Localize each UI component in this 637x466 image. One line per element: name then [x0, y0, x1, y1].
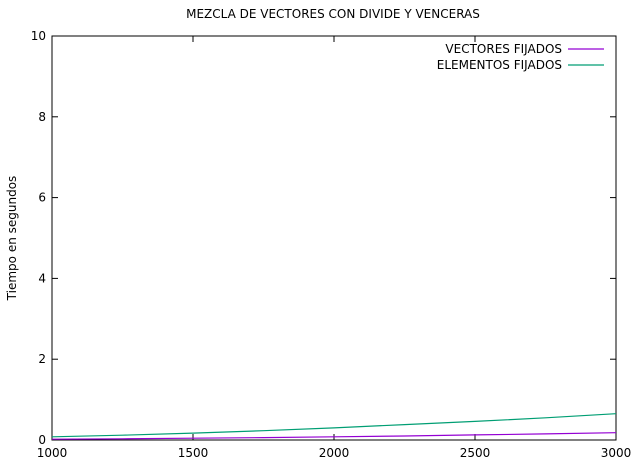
- y-tick-label: 2: [38, 352, 46, 366]
- y-tick-label: 0: [38, 433, 46, 447]
- x-tick-label: 2500: [460, 446, 491, 460]
- legend-label: VECTORES FIJADOS: [445, 42, 562, 56]
- chart-title: MEZCLA DE VECTORES CON DIVIDE Y VENCERAS: [186, 7, 480, 21]
- legend-label: ELEMENTOS FIJADOS: [437, 58, 562, 72]
- y-axis-label: Tiempo en segundos: [5, 176, 19, 302]
- series-lines: [51, 413, 617, 440]
- x-tick-label: 1000: [37, 446, 68, 460]
- x-tick-label: 1500: [178, 446, 209, 460]
- y-ticks: 0 2 4 6 8 10: [31, 29, 616, 447]
- y-tick-label: 6: [38, 191, 46, 205]
- series-line: [51, 413, 617, 438]
- legend: VECTORES FIJADOS ELEMENTOS FIJADOS: [437, 42, 604, 72]
- y-tick-label: 10: [31, 29, 46, 43]
- plot-frame: [51, 35, 617, 441]
- x-tick-label: 3000: [601, 446, 632, 460]
- y-tick-label: 8: [38, 110, 46, 124]
- y-tick-label: 4: [38, 271, 46, 285]
- x-tick-label: 2000: [319, 446, 350, 460]
- series-line: [51, 432, 617, 440]
- x-ticks: 1000 1500 2000 2500 3000: [37, 36, 632, 460]
